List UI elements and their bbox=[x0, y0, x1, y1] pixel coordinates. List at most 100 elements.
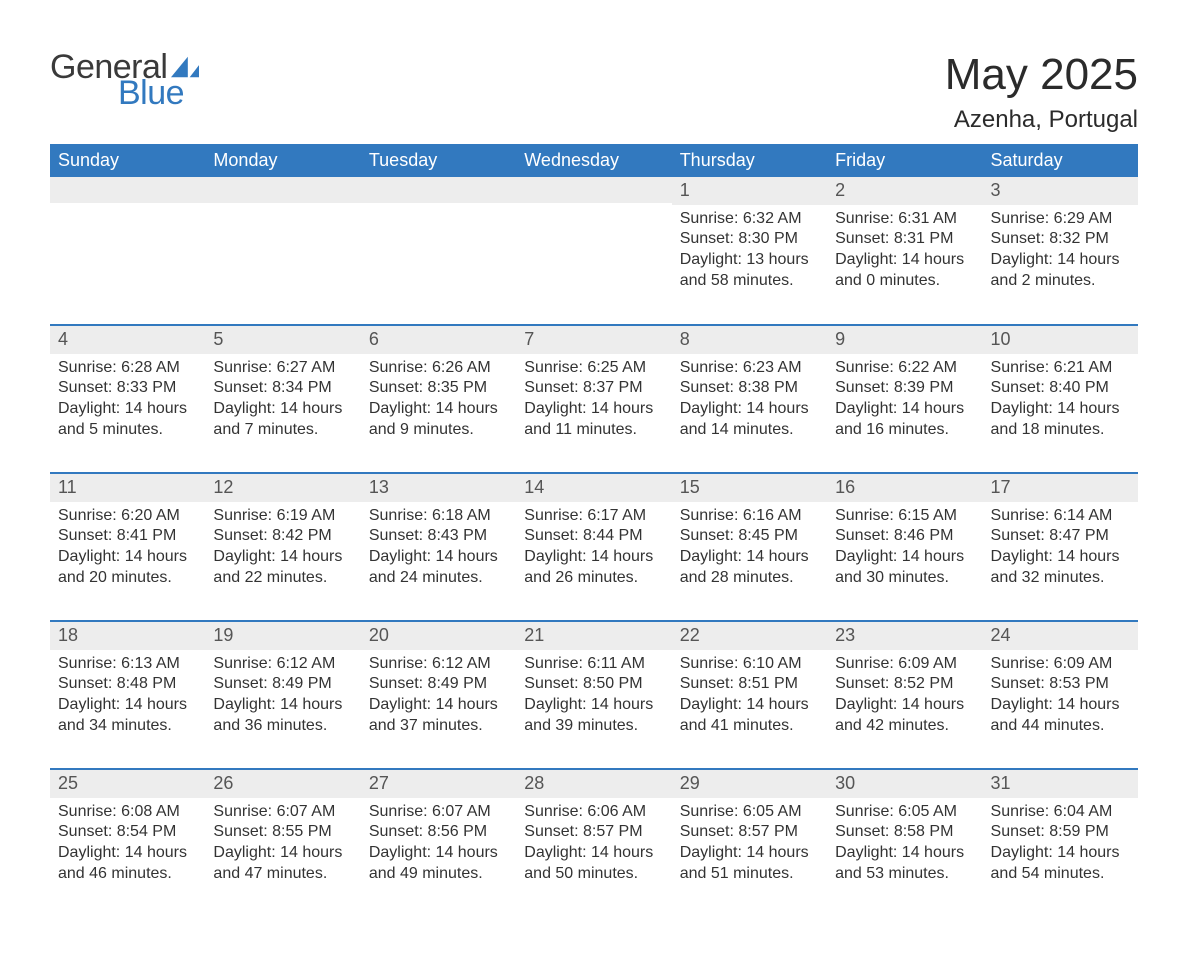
sunrise-line: Sunrise: 6:06 AM bbox=[524, 802, 663, 823]
day-details: Sunrise: 6:18 AMSunset: 8:43 PMDaylight:… bbox=[361, 502, 516, 597]
daylight-line-2: and 24 minutes. bbox=[369, 568, 508, 589]
day-number: 1 bbox=[672, 177, 827, 205]
day-details: Sunrise: 6:07 AMSunset: 8:56 PMDaylight:… bbox=[361, 798, 516, 893]
sunset-line: Sunset: 8:58 PM bbox=[835, 822, 974, 843]
day-number: 26 bbox=[205, 770, 360, 798]
daylight-line-2: and 36 minutes. bbox=[213, 716, 352, 737]
sunrise-line: Sunrise: 6:28 AM bbox=[58, 358, 197, 379]
calendar-page: General Blue May 2025 Azenha, Portugal S… bbox=[0, 0, 1188, 957]
location-subtitle: Azenha, Portugal bbox=[945, 106, 1138, 134]
sunset-line: Sunset: 8:57 PM bbox=[680, 822, 819, 843]
sunrise-line: Sunrise: 6:21 AM bbox=[991, 358, 1130, 379]
daylight-line-2: and 46 minutes. bbox=[58, 864, 197, 885]
sunrise-line: Sunrise: 6:20 AM bbox=[58, 506, 197, 527]
sunset-line: Sunset: 8:38 PM bbox=[680, 378, 819, 399]
day-number: 7 bbox=[516, 326, 671, 354]
daylight-line-2: and 20 minutes. bbox=[58, 568, 197, 589]
day-number: 31 bbox=[983, 770, 1138, 798]
sunset-line: Sunset: 8:50 PM bbox=[524, 674, 663, 695]
sunrise-line: Sunrise: 6:27 AM bbox=[213, 358, 352, 379]
day-number: 30 bbox=[827, 770, 982, 798]
day-details: Sunrise: 6:11 AMSunset: 8:50 PMDaylight:… bbox=[516, 650, 671, 745]
brand-logo: General Blue bbox=[50, 50, 199, 110]
day-number: 10 bbox=[983, 326, 1138, 354]
day-details: Sunrise: 6:23 AMSunset: 8:38 PMDaylight:… bbox=[672, 354, 827, 449]
sunset-line: Sunset: 8:33 PM bbox=[58, 378, 197, 399]
day-number-bar-empty bbox=[516, 177, 671, 203]
day-details: Sunrise: 6:32 AMSunset: 8:30 PMDaylight:… bbox=[672, 205, 827, 300]
sunset-line: Sunset: 8:49 PM bbox=[369, 674, 508, 695]
sunset-line: Sunset: 8:48 PM bbox=[58, 674, 197, 695]
week-row: 25Sunrise: 6:08 AMSunset: 8:54 PMDayligh… bbox=[50, 769, 1138, 917]
sunrise-line: Sunrise: 6:09 AM bbox=[835, 654, 974, 675]
sunrise-line: Sunrise: 6:12 AM bbox=[369, 654, 508, 675]
sunset-line: Sunset: 8:42 PM bbox=[213, 526, 352, 547]
day-details: Sunrise: 6:31 AMSunset: 8:31 PMDaylight:… bbox=[827, 205, 982, 300]
daylight-line-1: Daylight: 14 hours bbox=[991, 399, 1130, 420]
daylight-line-1: Daylight: 14 hours bbox=[369, 399, 508, 420]
month-year-title: May 2025 bbox=[945, 50, 1138, 100]
day-details: Sunrise: 6:13 AMSunset: 8:48 PMDaylight:… bbox=[50, 650, 205, 745]
sunset-line: Sunset: 8:55 PM bbox=[213, 822, 352, 843]
sunrise-line: Sunrise: 6:07 AM bbox=[369, 802, 508, 823]
day-cell: 9Sunrise: 6:22 AMSunset: 8:39 PMDaylight… bbox=[827, 325, 982, 473]
daylight-line-1: Daylight: 14 hours bbox=[58, 843, 197, 864]
sunset-line: Sunset: 8:32 PM bbox=[991, 229, 1130, 250]
week-row: 1Sunrise: 6:32 AMSunset: 8:30 PMDaylight… bbox=[50, 177, 1138, 325]
day-cell: 21Sunrise: 6:11 AMSunset: 8:50 PMDayligh… bbox=[516, 621, 671, 769]
weekday-header: Thursday bbox=[672, 144, 827, 177]
sunrise-line: Sunrise: 6:32 AM bbox=[680, 209, 819, 230]
sunset-line: Sunset: 8:45 PM bbox=[680, 526, 819, 547]
day-cell bbox=[516, 177, 671, 325]
day-number: 14 bbox=[516, 474, 671, 502]
daylight-line-1: Daylight: 14 hours bbox=[835, 250, 974, 271]
sunset-line: Sunset: 8:30 PM bbox=[680, 229, 819, 250]
day-cell: 27Sunrise: 6:07 AMSunset: 8:56 PMDayligh… bbox=[361, 769, 516, 917]
day-number: 9 bbox=[827, 326, 982, 354]
daylight-line-2: and 11 minutes. bbox=[524, 420, 663, 441]
day-number: 12 bbox=[205, 474, 360, 502]
sunset-line: Sunset: 8:59 PM bbox=[991, 822, 1130, 843]
day-details: Sunrise: 6:07 AMSunset: 8:55 PMDaylight:… bbox=[205, 798, 360, 893]
daylight-line-1: Daylight: 14 hours bbox=[835, 399, 974, 420]
day-cell: 13Sunrise: 6:18 AMSunset: 8:43 PMDayligh… bbox=[361, 473, 516, 621]
daylight-line-1: Daylight: 14 hours bbox=[369, 547, 508, 568]
day-number: 15 bbox=[672, 474, 827, 502]
day-details: Sunrise: 6:06 AMSunset: 8:57 PMDaylight:… bbox=[516, 798, 671, 893]
weekday-header: Monday bbox=[205, 144, 360, 177]
day-cell: 16Sunrise: 6:15 AMSunset: 8:46 PMDayligh… bbox=[827, 473, 982, 621]
sunset-line: Sunset: 8:49 PM bbox=[213, 674, 352, 695]
daylight-line-2: and 41 minutes. bbox=[680, 716, 819, 737]
day-details: Sunrise: 6:19 AMSunset: 8:42 PMDaylight:… bbox=[205, 502, 360, 597]
daylight-line-1: Daylight: 14 hours bbox=[524, 399, 663, 420]
daylight-line-1: Daylight: 14 hours bbox=[835, 695, 974, 716]
calendar-table: SundayMondayTuesdayWednesdayThursdayFrid… bbox=[50, 144, 1138, 917]
day-number: 23 bbox=[827, 622, 982, 650]
day-details: Sunrise: 6:20 AMSunset: 8:41 PMDaylight:… bbox=[50, 502, 205, 597]
daylight-line-1: Daylight: 14 hours bbox=[835, 547, 974, 568]
daylight-line-2: and 32 minutes. bbox=[991, 568, 1130, 589]
daylight-line-1: Daylight: 14 hours bbox=[680, 695, 819, 716]
sunrise-line: Sunrise: 6:13 AM bbox=[58, 654, 197, 675]
sunset-line: Sunset: 8:46 PM bbox=[835, 526, 974, 547]
day-details: Sunrise: 6:12 AMSunset: 8:49 PMDaylight:… bbox=[205, 650, 360, 745]
sunrise-line: Sunrise: 6:25 AM bbox=[524, 358, 663, 379]
day-number: 20 bbox=[361, 622, 516, 650]
day-cell: 4Sunrise: 6:28 AMSunset: 8:33 PMDaylight… bbox=[50, 325, 205, 473]
daylight-line-2: and 51 minutes. bbox=[680, 864, 819, 885]
day-number: 13 bbox=[361, 474, 516, 502]
day-number: 28 bbox=[516, 770, 671, 798]
sunrise-line: Sunrise: 6:15 AM bbox=[835, 506, 974, 527]
daylight-line-1: Daylight: 14 hours bbox=[680, 843, 819, 864]
day-cell: 11Sunrise: 6:20 AMSunset: 8:41 PMDayligh… bbox=[50, 473, 205, 621]
sunrise-line: Sunrise: 6:29 AM bbox=[991, 209, 1130, 230]
day-number: 19 bbox=[205, 622, 360, 650]
sunrise-line: Sunrise: 6:23 AM bbox=[680, 358, 819, 379]
day-number: 21 bbox=[516, 622, 671, 650]
weekday-header: Friday bbox=[827, 144, 982, 177]
daylight-line-2: and 50 minutes. bbox=[524, 864, 663, 885]
day-number-bar-empty bbox=[205, 177, 360, 203]
sunrise-line: Sunrise: 6:10 AM bbox=[680, 654, 819, 675]
sunrise-line: Sunrise: 6:18 AM bbox=[369, 506, 508, 527]
sunset-line: Sunset: 8:43 PM bbox=[369, 526, 508, 547]
